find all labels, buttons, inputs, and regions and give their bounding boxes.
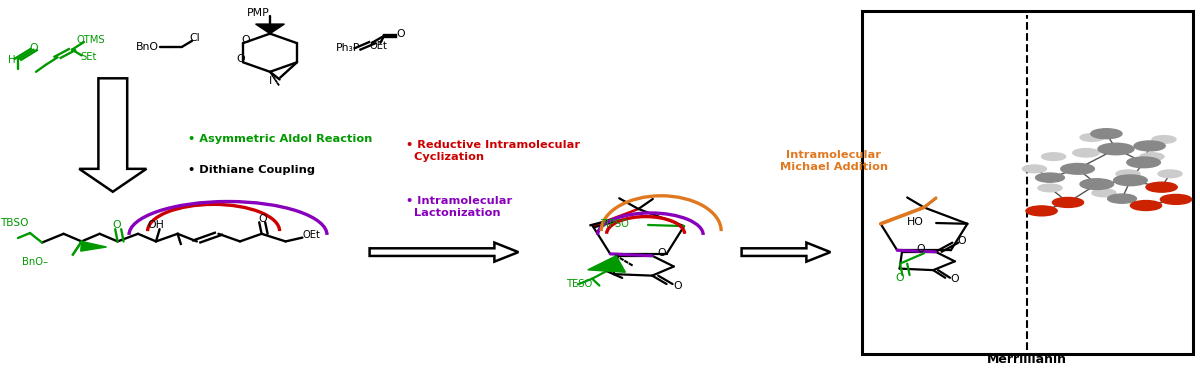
Text: H: H (8, 55, 16, 65)
Polygon shape (256, 24, 284, 34)
Text: • Intramolecular
  Lactonization: • Intramolecular Lactonization (406, 196, 512, 218)
Polygon shape (370, 243, 518, 262)
Text: Cl: Cl (190, 33, 200, 43)
Text: O: O (656, 248, 666, 258)
Text: BnO–: BnO– (22, 257, 48, 267)
Text: TIPSO: TIPSO (600, 219, 629, 229)
Text: O: O (258, 214, 268, 223)
Text: O: O (950, 274, 959, 283)
Text: O: O (396, 29, 404, 39)
Circle shape (1134, 141, 1165, 151)
Circle shape (1158, 170, 1182, 178)
Text: O: O (29, 43, 38, 53)
Circle shape (1140, 153, 1164, 160)
Polygon shape (79, 78, 146, 192)
Text: Ph₃P: Ph₃P (336, 43, 360, 53)
Text: Intramolecular
Michael Addition: Intramolecular Michael Addition (780, 151, 888, 172)
Circle shape (1130, 201, 1162, 210)
Circle shape (1116, 170, 1140, 178)
Circle shape (1160, 194, 1192, 204)
Text: BnO: BnO (136, 42, 158, 52)
Text: O: O (241, 35, 250, 45)
Circle shape (1026, 206, 1057, 216)
Circle shape (1114, 175, 1147, 186)
Text: OTMS: OTMS (77, 35, 106, 45)
Circle shape (1052, 197, 1084, 207)
Circle shape (1146, 182, 1177, 192)
Circle shape (1080, 134, 1104, 141)
Text: • Dithiane Coupling: • Dithiane Coupling (188, 165, 316, 175)
Text: TESO: TESO (565, 279, 592, 290)
Text: OH: OH (148, 220, 164, 230)
Circle shape (1042, 153, 1066, 160)
Text: O: O (917, 244, 925, 254)
Circle shape (1022, 165, 1046, 173)
Circle shape (1061, 163, 1094, 174)
Polygon shape (80, 241, 107, 251)
Circle shape (1080, 179, 1114, 189)
Circle shape (1098, 143, 1134, 155)
Text: I: I (269, 76, 272, 86)
Text: O: O (236, 54, 245, 64)
Circle shape (1091, 129, 1122, 139)
Circle shape (1127, 157, 1160, 168)
Circle shape (1036, 173, 1064, 182)
Text: O: O (958, 236, 966, 246)
Text: • Reductive Intramolecular
  Cyclization: • Reductive Intramolecular Cyclization (406, 140, 580, 162)
Text: PMP: PMP (247, 8, 269, 18)
Circle shape (1073, 149, 1099, 157)
Text: O: O (895, 274, 905, 283)
Text: HO: HO (907, 217, 924, 227)
Circle shape (1038, 184, 1062, 192)
Polygon shape (588, 256, 625, 272)
Text: • Asymmetric Aldol Reaction: • Asymmetric Aldol Reaction (188, 134, 373, 144)
Circle shape (1152, 136, 1176, 143)
Text: SEt: SEt (80, 52, 97, 62)
Circle shape (1092, 189, 1116, 197)
Bar (862, 11, 1193, 354)
Text: TBSO: TBSO (0, 219, 29, 228)
Text: O: O (673, 280, 683, 291)
Text: OEt: OEt (370, 41, 386, 51)
Text: OEt: OEt (302, 230, 320, 240)
Circle shape (1108, 194, 1136, 203)
Polygon shape (742, 243, 830, 262)
Text: O: O (112, 220, 121, 230)
Text: Merrillianin: Merrillianin (988, 353, 1067, 366)
